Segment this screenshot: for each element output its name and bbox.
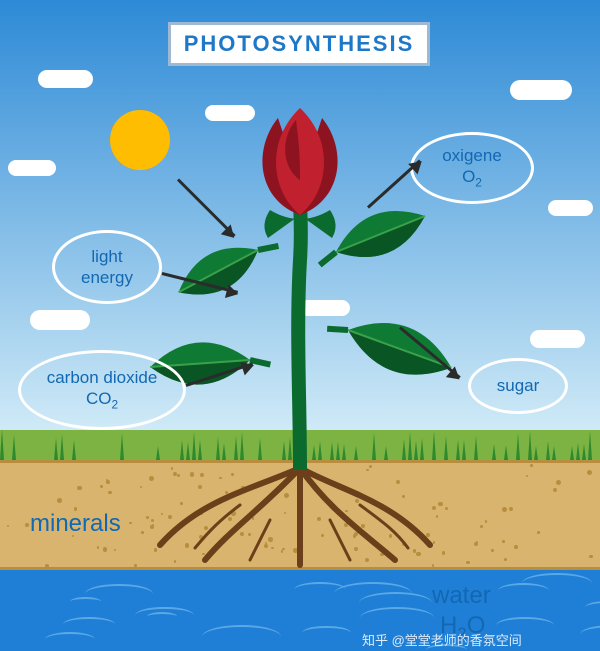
title-text: PHOTOSYNTHESIS bbox=[184, 31, 415, 57]
sun-core bbox=[110, 110, 170, 170]
cloud bbox=[30, 310, 90, 330]
bubble-co2-line1: carbon dioxide bbox=[47, 367, 158, 388]
bubble-oxigene-line1: oxigene bbox=[442, 145, 502, 166]
label-minerals: minerals bbox=[30, 510, 121, 538]
cloud bbox=[205, 105, 255, 121]
bubble-carbon-dioxide: carbon dioxide CO2 bbox=[18, 350, 186, 430]
cloud bbox=[530, 330, 585, 348]
bubble-light-energy: light energy bbox=[52, 230, 162, 304]
grass-layer bbox=[0, 430, 600, 460]
diagram-stage: PHOTOSYNTHESIS oxigene O2 light energy c… bbox=[0, 0, 600, 651]
bubble-co2-line2: CO2 bbox=[86, 388, 118, 412]
bubble-sugar: sugar bbox=[468, 358, 568, 414]
bubble-sugar-line1: sugar bbox=[497, 375, 540, 396]
cloud bbox=[548, 200, 593, 216]
bubble-light-line2: energy bbox=[81, 267, 133, 288]
bubble-light-line1: light bbox=[91, 246, 122, 267]
bubble-oxigene: oxigene O2 bbox=[410, 132, 534, 204]
title-box: PHOTOSYNTHESIS bbox=[168, 22, 430, 66]
cloud bbox=[300, 300, 350, 316]
watermark: 知乎 @堂堂老师的香氛空间 bbox=[362, 630, 522, 649]
bubble-oxigene-line2: O2 bbox=[462, 166, 482, 190]
label-water: water bbox=[432, 582, 491, 610]
cloud bbox=[38, 70, 93, 88]
cloud bbox=[510, 80, 572, 100]
cloud bbox=[8, 160, 56, 176]
